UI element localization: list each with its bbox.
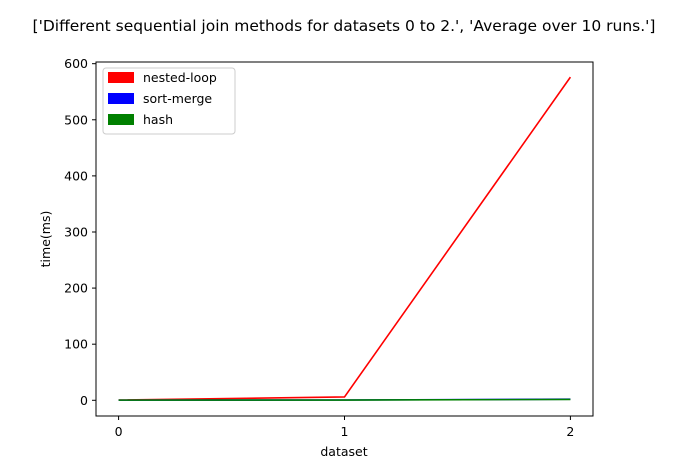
legend-box (102, 67, 236, 135)
plot-area (118, 76, 572, 401)
legend-swatch-nested-loop (108, 72, 134, 83)
y-tick-label: 300 (64, 224, 88, 239)
legend-label-sort-merge: sort-merge (143, 91, 212, 106)
y-tick-label: 0 (80, 393, 88, 408)
x-tick-label: 2 (566, 424, 574, 439)
y-axis-label: time(ms) (38, 211, 53, 268)
y-axis: 0 100 200 300 400 500 600 (64, 56, 96, 408)
y-tick-label: 600 (64, 56, 88, 71)
series-line-nested-loop (118, 76, 572, 401)
x-axis-label: dataset (320, 444, 367, 459)
series-line-hash (118, 398, 571, 401)
y-tick-label: 400 (64, 168, 88, 183)
y-tick-label: 100 (64, 337, 88, 352)
x-axis: 0 1 2 (115, 416, 574, 439)
x-tick-label: 0 (115, 424, 123, 439)
y-tick-label: 200 (64, 281, 88, 296)
chart-title: ['Different sequential join methods for … (33, 17, 656, 35)
legend-label-nested-loop: nested-loop (143, 70, 217, 85)
x-tick-label: 1 (341, 424, 349, 439)
legend-swatch-sort-merge (108, 93, 134, 104)
y-tick-label: 500 (64, 112, 88, 127)
legend-label-hash: hash (143, 112, 173, 127)
legend-swatch-hash (108, 114, 134, 125)
legend: nested-loop sort-merge hash (102, 67, 236, 135)
